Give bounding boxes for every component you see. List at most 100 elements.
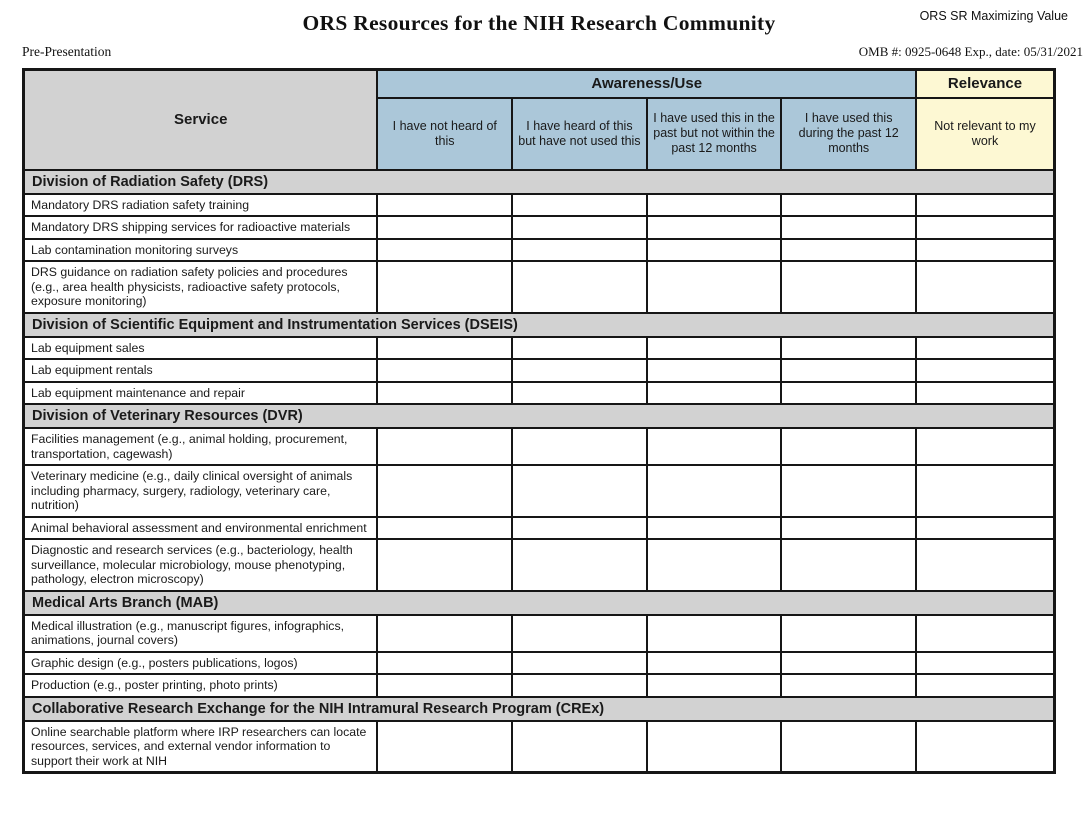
answer-cell[interactable] <box>376 192 514 217</box>
answer-cell[interactable] <box>915 237 1056 262</box>
section-header-row: Division of Radiation Safety (DRS) <box>22 168 1056 195</box>
answer-cell[interactable] <box>376 464 514 518</box>
answer-cell[interactable] <box>511 380 648 405</box>
answer-cell[interactable] <box>645 215 783 240</box>
answer-cell[interactable] <box>511 260 648 314</box>
service-cell: Diagnostic and research services (e.g., … <box>22 538 379 592</box>
answer-cell[interactable] <box>376 380 514 405</box>
answer-cell[interactable] <box>915 719 1056 774</box>
answer-cell[interactable] <box>915 538 1056 592</box>
answer-cell[interactable] <box>511 650 648 675</box>
service-row: Online searchable platform where IRP res… <box>22 719 1056 774</box>
stage-label: Pre-Presentation <box>22 44 112 59</box>
answer-option-header: I have used this in the past but not wit… <box>645 96 783 171</box>
answer-cell[interactable] <box>376 650 514 675</box>
section-title: Division of Radiation Safety (DRS) <box>22 168 1056 195</box>
awareness-use-group-header: Awareness/Use <box>376 68 918 99</box>
service-cell: Mandatory DRS radiation safety training <box>22 192 379 217</box>
answer-option-header: Not relevant to my work <box>915 96 1056 171</box>
answer-cell[interactable] <box>376 538 514 592</box>
answer-cell[interactable] <box>511 237 648 262</box>
answer-cell[interactable] <box>915 650 1056 675</box>
answer-cell[interactable] <box>511 192 648 217</box>
answer-cell[interactable] <box>511 613 648 653</box>
answer-cell[interactable] <box>780 237 918 262</box>
answer-cell[interactable] <box>645 650 783 675</box>
service-cell: Lab equipment maintenance and repair <box>22 380 379 405</box>
answer-cell[interactable] <box>645 260 783 314</box>
answer-cell[interactable] <box>915 335 1056 360</box>
answer-cell[interactable] <box>780 192 918 217</box>
answer-cell[interactable] <box>915 613 1056 653</box>
answer-cell[interactable] <box>780 335 918 360</box>
answer-cell[interactable] <box>511 335 648 360</box>
answer-cell[interactable] <box>915 427 1056 466</box>
answer-option-header: I have not heard of this <box>376 96 514 171</box>
answer-cell[interactable] <box>645 335 783 360</box>
answer-cell[interactable] <box>645 464 783 518</box>
section-title: Division of Scientific Equipment and Ins… <box>22 311 1056 338</box>
service-row: Mandatory DRS shipping services for radi… <box>22 215 1056 240</box>
service-cell: Graphic design (e.g., posters publicatio… <box>22 650 379 675</box>
answer-cell[interactable] <box>645 719 783 774</box>
answer-cell[interactable] <box>780 380 918 405</box>
answer-cell[interactable] <box>645 358 783 383</box>
service-row: Diagnostic and research services (e.g., … <box>22 538 1056 592</box>
answer-cell[interactable] <box>780 427 918 466</box>
answer-cell[interactable] <box>780 215 918 240</box>
service-cell: Lab contamination monitoring surveys <box>22 237 379 262</box>
answer-cell[interactable] <box>376 215 514 240</box>
answer-cell[interactable] <box>915 215 1056 240</box>
answer-cell[interactable] <box>376 427 514 466</box>
page-title: ORS Resources for the NIH Research Commu… <box>302 11 776 35</box>
relevance-group-header: Relevance <box>915 68 1056 99</box>
answer-cell[interactable] <box>511 538 648 592</box>
service-row: Lab equipment sales <box>22 335 1056 360</box>
answer-cell[interactable] <box>376 237 514 262</box>
answer-cell[interactable] <box>645 515 783 540</box>
answer-cell[interactable] <box>915 464 1056 518</box>
answer-cell[interactable] <box>915 380 1056 405</box>
answer-cell[interactable] <box>780 538 918 592</box>
service-cell: Medical illustration (e.g., manuscript f… <box>22 613 379 653</box>
answer-cell[interactable] <box>511 719 648 774</box>
answer-cell[interactable] <box>915 515 1056 540</box>
answer-cell[interactable] <box>645 192 783 217</box>
answer-cell[interactable] <box>780 464 918 518</box>
answer-cell[interactable] <box>915 358 1056 383</box>
answer-cell[interactable] <box>915 673 1056 698</box>
answer-cell[interactable] <box>511 427 648 466</box>
answer-cell[interactable] <box>645 538 783 592</box>
answer-cell[interactable] <box>376 358 514 383</box>
answer-cell[interactable] <box>376 515 514 540</box>
answer-cell[interactable] <box>780 515 918 540</box>
answer-cell[interactable] <box>511 464 648 518</box>
answer-cell[interactable] <box>511 358 648 383</box>
answer-cell[interactable] <box>376 613 514 653</box>
service-row: Animal behavioral assessment and environ… <box>22 515 1056 540</box>
answer-cell[interactable] <box>645 380 783 405</box>
answer-cell[interactable] <box>780 719 918 774</box>
answer-cell[interactable] <box>645 673 783 698</box>
answer-cell[interactable] <box>511 515 648 540</box>
answer-cell[interactable] <box>915 192 1056 217</box>
answer-cell[interactable] <box>376 719 514 774</box>
answer-cell[interactable] <box>376 260 514 314</box>
answer-cell[interactable] <box>780 358 918 383</box>
answer-cell[interactable] <box>780 650 918 675</box>
answer-cell[interactable] <box>915 260 1056 314</box>
answer-cell[interactable] <box>376 673 514 698</box>
answer-cell[interactable] <box>511 673 648 698</box>
answer-option-header: I have heard of this but have not used t… <box>511 96 648 171</box>
answer-cell[interactable] <box>645 613 783 653</box>
answer-cell[interactable] <box>780 613 918 653</box>
answer-cell[interactable] <box>645 237 783 262</box>
answer-cell[interactable] <box>645 427 783 466</box>
answer-cell[interactable] <box>511 215 648 240</box>
answer-cell[interactable] <box>780 673 918 698</box>
answer-cell[interactable] <box>780 260 918 314</box>
service-cell: Veterinary medicine (e.g., daily clinica… <box>22 464 379 518</box>
survey-table: Service Awareness/Use Relevance I have n… <box>22 68 1056 774</box>
answer-cell[interactable] <box>376 335 514 360</box>
service-row: Graphic design (e.g., posters publicatio… <box>22 650 1056 675</box>
